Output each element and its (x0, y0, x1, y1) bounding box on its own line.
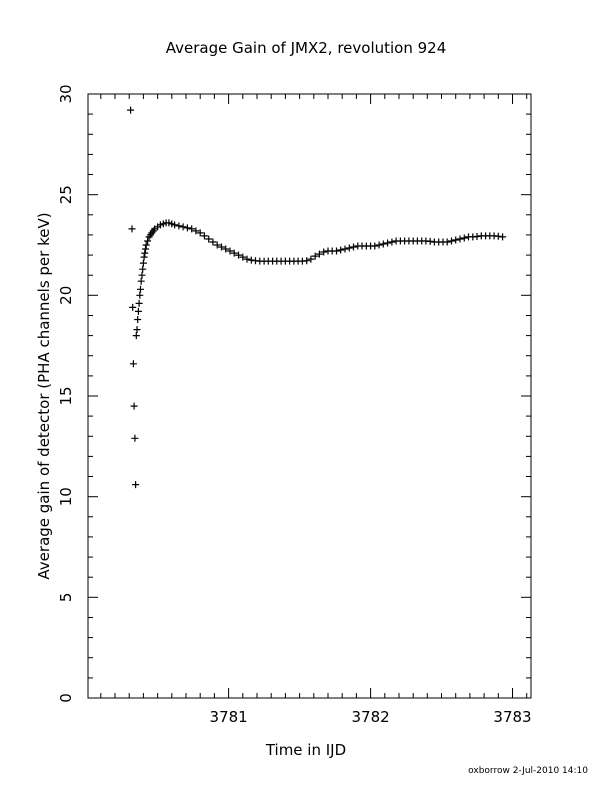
data-point (141, 249, 149, 257)
data-point (333, 247, 340, 255)
y-tick-label: 0 (57, 693, 75, 703)
data-point (443, 238, 451, 246)
data-point (135, 299, 143, 307)
data-point (243, 255, 251, 263)
data-point (139, 265, 147, 273)
data-point (140, 253, 148, 261)
data-point (127, 106, 135, 114)
y-tick-label: 15 (57, 386, 75, 405)
axis-ticks (88, 93, 531, 699)
data-point (209, 238, 217, 246)
data-point (142, 241, 150, 249)
data-point (379, 240, 387, 248)
data-point (175, 222, 183, 230)
data-point (128, 225, 136, 233)
data-point (341, 245, 349, 253)
data-point (142, 245, 149, 253)
data-point (179, 223, 187, 231)
data-point (371, 242, 379, 250)
data-point (192, 227, 200, 235)
data-point (139, 259, 147, 267)
data-point (222, 245, 230, 253)
data-point (134, 307, 142, 315)
data-point (129, 360, 137, 368)
data-point (384, 239, 392, 247)
data-points (127, 106, 507, 489)
data-point (133, 326, 141, 334)
data-point (200, 232, 208, 240)
data-point (350, 243, 357, 251)
data-point (144, 237, 152, 245)
axis-tick-labels: 0 5 10 15 20 25 30 3781 3782 3783 (57, 84, 532, 726)
data-point (235, 251, 242, 259)
data-point (130, 402, 138, 410)
data-point (132, 481, 140, 489)
data-point (213, 241, 221, 249)
data-point (196, 229, 204, 237)
data-point (239, 253, 247, 261)
y-tick-label: 20 (57, 286, 75, 305)
data-point (337, 246, 345, 254)
data-point (311, 252, 319, 260)
x-tick-label: 3783 (493, 708, 531, 726)
data-point (230, 249, 238, 257)
data-point (460, 234, 468, 242)
plot-frame (87, 93, 532, 699)
data-point (131, 434, 139, 442)
data-point (171, 221, 179, 229)
x-axis-label: Time in IJD (265, 741, 346, 759)
x-tick-label: 3782 (352, 708, 390, 726)
data-point (188, 225, 196, 233)
data-point (138, 271, 146, 279)
chart-title: Average Gain of JMX2, revolution 924 (166, 39, 447, 57)
data-point (320, 248, 328, 256)
data-point (136, 291, 144, 299)
data-point (129, 303, 137, 311)
data-point (448, 237, 455, 245)
data-point (183, 224, 191, 232)
data-point (345, 244, 353, 252)
y-tick-label: 10 (57, 487, 75, 506)
y-tick-label: 5 (57, 593, 75, 603)
data-point (375, 241, 383, 249)
data-point (137, 285, 144, 293)
y-axis-label: Average gain of detector (PHA channels p… (35, 212, 53, 579)
data-point (226, 247, 234, 255)
data-point (205, 235, 213, 243)
data-point (499, 233, 507, 241)
data-point (307, 255, 315, 263)
data-point (137, 277, 145, 285)
data-point (456, 235, 464, 243)
data-point (452, 236, 460, 244)
data-point (134, 316, 142, 323)
y-tick-label: 30 (57, 84, 75, 103)
data-point (388, 238, 396, 246)
data-point (218, 243, 225, 251)
footer-stamp: oxborrow 2-Jul-2010 14:10 (468, 766, 588, 776)
data-point (303, 257, 311, 265)
data-point (315, 250, 323, 258)
y-tick-label: 25 (57, 185, 75, 204)
x-tick-label: 3781 (210, 708, 248, 726)
data-point (132, 332, 140, 340)
